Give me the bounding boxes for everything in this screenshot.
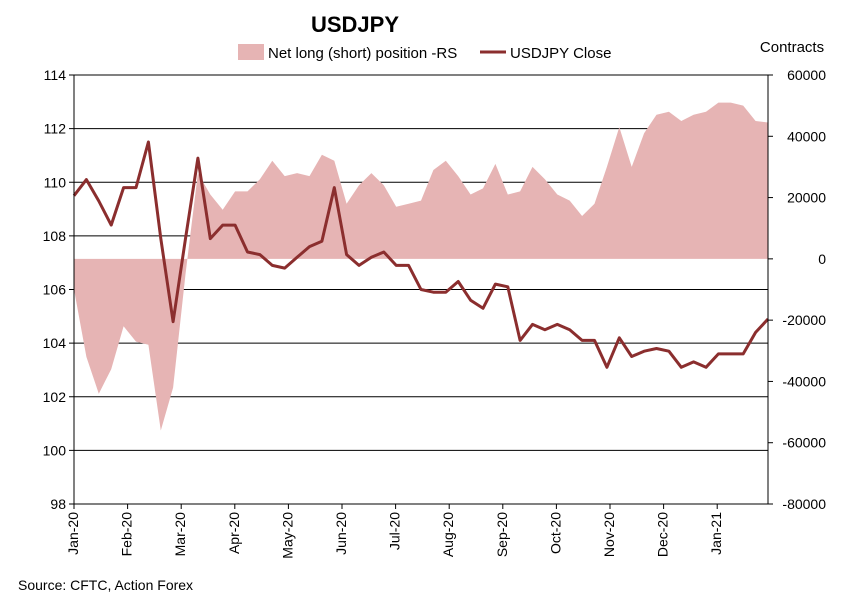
right-tick-label: -80000 <box>782 496 826 512</box>
x-tick-label: Sep-20 <box>494 512 510 557</box>
x-axis-ticks: Jan-20 Feb-20 Mar-20 Apr-20 May-20 Jun-20 Jul-… <box>65 504 724 559</box>
net-position-area <box>74 102 768 431</box>
x-tick-label: Apr-20 <box>226 512 242 554</box>
legend: Net long (short) position -RS USDJPY Clo… <box>238 44 611 62</box>
right-tick-label: -20000 <box>782 312 826 328</box>
left-tick-label: 110 <box>44 174 67 190</box>
right-tick-label: 20000 <box>787 190 826 206</box>
right-axis-ticks: -80000 -60000 -40000 -20000 0 20000 40000 60000 <box>768 67 826 512</box>
left-tick-label: 98 <box>50 496 66 512</box>
left-axis-ticks: 98 100 102 104 106 108 110 112 114 <box>43 67 74 512</box>
legend-area-label: Net long (short) position -RS <box>268 45 457 62</box>
x-tick-label: May-20 <box>279 512 295 559</box>
x-tick-label: Jan-20 <box>65 512 81 555</box>
usdjpy-close-line <box>72 140 770 369</box>
right-tick-label: 60000 <box>787 67 826 83</box>
right-tick-label: 40000 <box>787 128 826 144</box>
legend-line-label: USDJPY Close <box>510 45 611 62</box>
right-tick-label: -40000 <box>782 373 826 389</box>
source-note: Source: CFTC, Action Forex <box>18 577 194 593</box>
left-tick-label: 108 <box>43 228 67 244</box>
left-tick-label: 104 <box>43 335 67 351</box>
right-tick-label: 0 <box>818 251 826 267</box>
x-tick-label: Jun-20 <box>333 512 349 555</box>
right-tick-label: -60000 <box>782 435 826 451</box>
x-tick-label: Dec-20 <box>655 512 671 557</box>
left-tick-label: 114 <box>44 67 67 83</box>
x-tick-label: Jul-20 <box>387 512 403 550</box>
chart-title: USDJPY <box>311 12 399 37</box>
x-tick-label: Nov-20 <box>601 512 617 557</box>
x-tick-label: Feb-20 <box>119 512 135 557</box>
x-tick-label: Jan-21 <box>708 512 724 555</box>
left-tick-label: 112 <box>44 121 67 137</box>
left-tick-label: 106 <box>43 282 67 298</box>
x-tick-label: Aug-20 <box>440 512 456 557</box>
x-tick-label: Mar-20 <box>172 512 188 557</box>
left-tick-label: 102 <box>43 389 67 405</box>
x-tick-label: Oct-20 <box>547 512 563 554</box>
left-tick-label: 100 <box>43 442 67 458</box>
legend-area-swatch <box>238 44 264 60</box>
right-axis-label: Contracts <box>760 39 824 56</box>
